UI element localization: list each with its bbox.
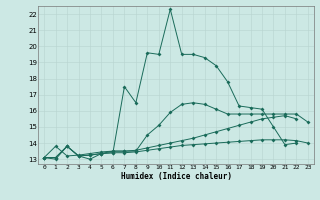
X-axis label: Humidex (Indice chaleur): Humidex (Indice chaleur) xyxy=(121,172,231,181)
